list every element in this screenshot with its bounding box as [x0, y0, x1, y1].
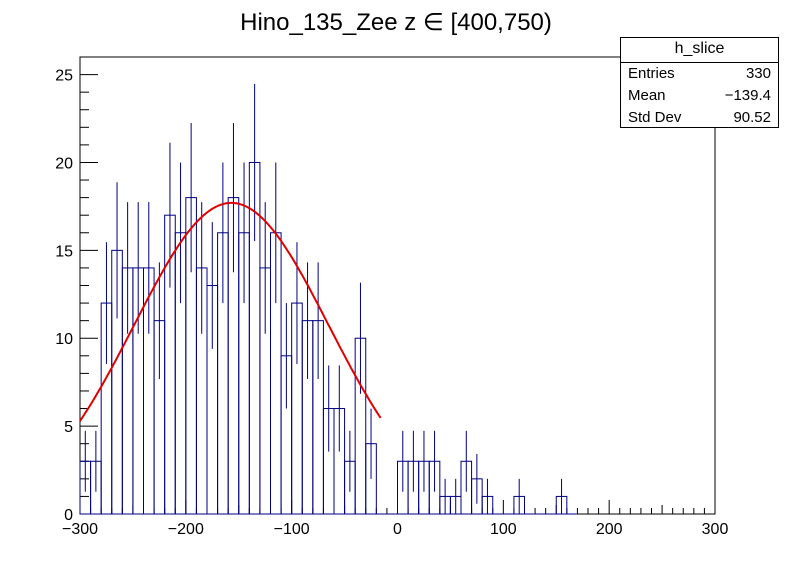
y-tick-label: 0	[64, 507, 73, 524]
x-tick-label: −100	[274, 521, 310, 538]
stats-row-stddev: Std Dev 90.52	[621, 107, 778, 129]
x-tick-label: −200	[168, 521, 204, 538]
stats-row-mean: Mean −139.4	[621, 85, 778, 107]
stats-label: Entries	[628, 65, 675, 82]
x-tick-label: −300	[62, 521, 98, 538]
y-tick-label: 15	[55, 243, 73, 260]
x-tick-label: 200	[596, 521, 623, 538]
x-tick-label: 300	[702, 521, 729, 538]
y-tick-label: 5	[64, 419, 73, 436]
stats-value: −139.4	[724, 87, 771, 104]
y-tick-label: 20	[55, 155, 73, 172]
y-tick-label: 10	[55, 331, 73, 348]
axes: −300 −200 −100 0 100 200 300 0 5 10 15 20 25	[55, 56, 729, 538]
gaussian-fit	[79, 201, 382, 422]
y-tick-label: 25	[55, 68, 73, 85]
stats-box: h_slice Entries 330 Mean −139.4 Std Dev …	[620, 37, 779, 128]
stats-value: 90.52	[733, 109, 771, 126]
fit-curve	[79, 201, 382, 422]
chart-title: Hino_135_Zee z ∈ [400,750)	[240, 9, 552, 36]
stats-label: Mean	[628, 87, 666, 104]
stats-title: h_slice	[621, 38, 778, 63]
error-bars	[84, 83, 563, 514]
stats-row-entries: Entries 330	[621, 63, 778, 85]
stats-value: 330	[745, 65, 771, 82]
x-tick-label: 0	[393, 521, 402, 538]
x-tick-label: 100	[490, 521, 517, 538]
histogram	[79, 161, 578, 515]
stats-label: Std Dev	[628, 109, 682, 126]
